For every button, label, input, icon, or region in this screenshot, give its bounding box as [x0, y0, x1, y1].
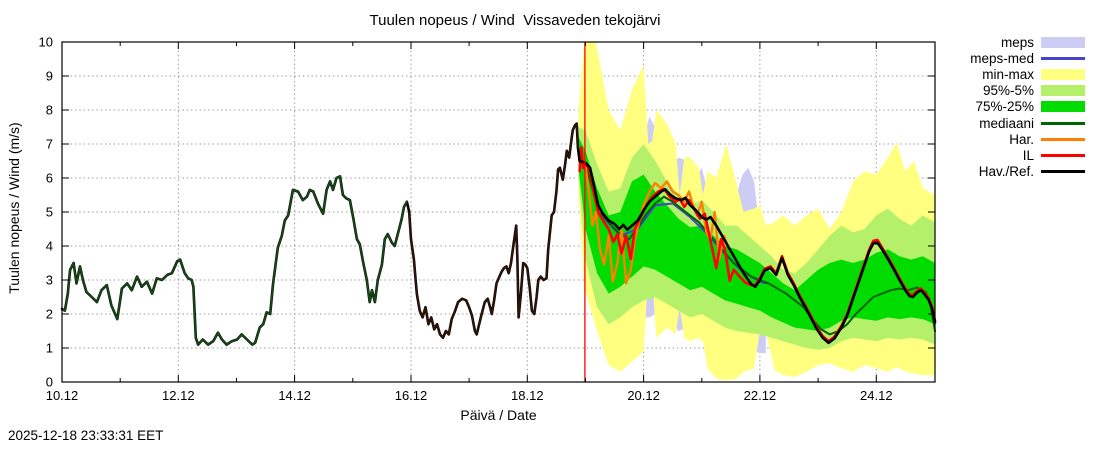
svg-text:22.12: 22.12	[744, 388, 777, 403]
forecast-bands	[578, 42, 935, 381]
legend-label: meps-med	[970, 50, 1034, 66]
svg-text:0: 0	[46, 375, 53, 390]
y-tick-labels: 0 1 2 3 4 5 6 7 8 9 10	[39, 35, 53, 390]
legend-item-hav-ref-: Hav./Ref.	[930, 164, 1088, 180]
svg-text:3: 3	[46, 273, 53, 288]
har	[584, 164, 730, 285]
legend-line-swatch	[1041, 153, 1085, 157]
legend-band-swatch	[1041, 68, 1085, 80]
legend-band-swatch	[1041, 101, 1085, 113]
svg-text:24.12: 24.12	[860, 388, 893, 403]
x-tick-labels: 10.12 12.12 14.12 16.12 18.12 20.12 22.12 24.12	[46, 388, 893, 403]
svg-text:9: 9	[46, 69, 53, 84]
legend-line-swatch	[1041, 121, 1085, 125]
mediaani	[584, 163, 936, 336]
legend-label: Hav./Ref.	[978, 164, 1034, 180]
svg-text:6: 6	[46, 171, 53, 186]
legend-label: Har.	[1009, 131, 1034, 147]
plot-border	[61, 41, 936, 383]
legend-item-har-: Har.	[930, 131, 1088, 147]
legend-item-meps-med: meps-med	[930, 50, 1088, 66]
svg-text:10: 10	[39, 35, 53, 50]
chart-legend: meps meps-med min-max 95%-5% 75%-25% mediaani…	[930, 34, 1088, 180]
legend-band-swatch	[1041, 85, 1085, 97]
legend-band-swatch	[1041, 36, 1085, 48]
legend-label: mediaani	[979, 115, 1034, 131]
legend-label: min-max	[982, 66, 1034, 82]
legend-label: 95%-5%	[982, 83, 1034, 99]
series-lines	[60, 42, 937, 382]
legend-item-il: IL	[930, 147, 1088, 163]
svg-text:14.12: 14.12	[278, 388, 311, 403]
legend-item-min-max: min-max	[930, 66, 1088, 82]
legend-line-swatch	[1041, 137, 1085, 141]
svg-text:1: 1	[46, 341, 53, 356]
svg-text:20.12: 20.12	[627, 388, 660, 403]
svg-text:12.12: 12.12	[162, 388, 195, 403]
svg-text:5: 5	[46, 205, 53, 220]
observed-brown-overlay	[408, 122, 579, 339]
chart-title: Tuulen nopeus / Wind Vissaveden tekojärv…	[369, 12, 661, 29]
generation-timestamp: 2025-12-18 23:33:31 EET	[8, 428, 164, 443]
legend-label: 75%-25%	[975, 99, 1034, 115]
legend-item-meps: meps	[930, 34, 1088, 50]
legend-item-75-25-: 75%-25%	[930, 99, 1088, 115]
svg-text:8: 8	[46, 103, 53, 118]
legend-line-swatch	[1041, 170, 1085, 174]
legend-label: meps	[1000, 34, 1034, 50]
legend-item-95-5-: 95%-5%	[930, 83, 1088, 99]
x-axis-label: Päivä / Date	[460, 407, 537, 423]
legend-item-mediaani: mediaani	[930, 115, 1088, 131]
band-75-25	[578, 137, 935, 331]
svg-text:2: 2	[46, 307, 53, 322]
legend-line-swatch	[1041, 56, 1085, 60]
svg-text:4: 4	[46, 239, 53, 254]
svg-text:7: 7	[46, 137, 53, 152]
legend-label: IL	[1022, 147, 1034, 163]
svg-text:18.12: 18.12	[511, 388, 544, 403]
svg-text:16.12: 16.12	[395, 388, 428, 403]
svg-text:10.12: 10.12	[46, 388, 79, 403]
observed-green-overlay	[61, 175, 408, 346]
